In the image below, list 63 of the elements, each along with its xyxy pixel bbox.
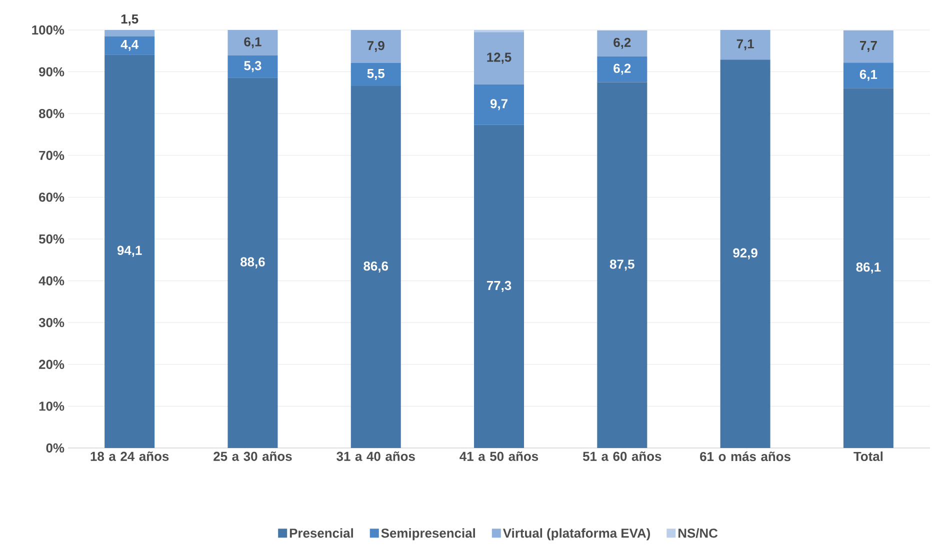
bar — [474, 30, 524, 32]
y-tick-label: 10% — [39, 402, 64, 411]
x-tick-label: 41 a 50 años — [460, 452, 538, 461]
y-tick-label: 30% — [38, 318, 64, 328]
data-label: 94,1 — [117, 246, 142, 257]
x-tick-label: 18 a 24 años — [90, 452, 169, 461]
data-label: 92,9 — [733, 248, 758, 260]
legend-label: NS/NC — [678, 528, 718, 538]
bar — [228, 55, 278, 78]
data-label: 5,3 — [244, 61, 262, 72]
bar — [597, 82, 648, 448]
data-label: 86,6 — [364, 261, 388, 273]
bar — [350, 30, 401, 64]
bar — [104, 54, 155, 448]
bar — [474, 84, 524, 125]
x-tick-label: Total — [854, 452, 883, 462]
x-tick-label: 25 a 30 años — [214, 452, 292, 461]
data-label: 12,5 — [487, 52, 512, 64]
data-label: 7,9 — [367, 40, 384, 52]
bar — [474, 32, 524, 84]
y-tick-label: 90% — [39, 67, 64, 76]
data-label: 6,2 — [614, 64, 631, 75]
data-label: 88,6 — [240, 257, 265, 268]
x-tick-label: 51 a 60 años — [582, 452, 662, 461]
bar — [720, 60, 770, 448]
y-tick-label: 60% — [39, 192, 64, 202]
data-label: 77,3 — [486, 280, 512, 292]
bar — [104, 30, 155, 36]
y-tick-label: 50% — [38, 234, 64, 244]
data-label: 4,4 — [120, 40, 139, 51]
data-label: 6,1 — [244, 37, 262, 48]
bar — [597, 56, 648, 82]
y-tick-label: 80% — [38, 108, 64, 118]
data-label: 5,5 — [367, 69, 385, 80]
data-label: 6,2 — [614, 38, 631, 49]
data-label: 1,5 — [121, 14, 138, 26]
data-label: 9,7 — [490, 99, 508, 110]
bar — [843, 62, 894, 88]
y-tick-label: 0% — [46, 443, 64, 453]
legend-label: Presencial — [290, 528, 353, 538]
bar — [843, 88, 894, 448]
bar — [350, 86, 401, 448]
y-tick-label: 40% — [38, 276, 64, 286]
legend-label: Virtual (plataforma EVA) — [502, 528, 650, 540]
legend-label: Semipresencial — [381, 528, 475, 540]
bar — [104, 36, 155, 55]
bar — [597, 30, 648, 56]
data-label: 6,1 — [860, 70, 878, 81]
bar — [228, 30, 278, 56]
bar — [843, 30, 894, 63]
bar — [720, 30, 770, 60]
y-tick-label: 70% — [39, 150, 64, 160]
data-label: 86,1 — [856, 262, 881, 274]
bar — [350, 63, 401, 86]
data-label: 7,7 — [860, 41, 877, 52]
data-label: 87,5 — [610, 260, 634, 271]
data-label: 7,1 — [736, 39, 754, 50]
x-tick-label: 61 o más años — [700, 452, 790, 462]
x-tick-label: 31 a 40 años — [336, 452, 415, 461]
bar — [228, 78, 278, 448]
bar — [474, 124, 524, 448]
y-tick-label: 100% — [32, 25, 64, 35]
y-tick-label: 20% — [39, 360, 64, 369]
